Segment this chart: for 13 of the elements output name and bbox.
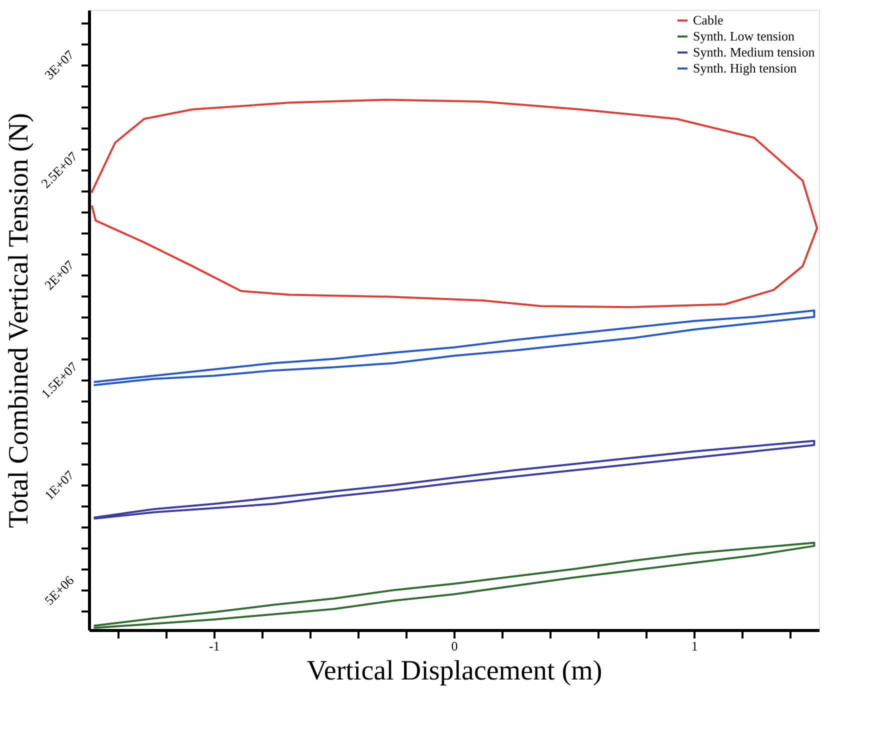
line-series (92, 542, 816, 629)
x-tick-label: -1 (208, 638, 220, 654)
x-axis-title: Vertical Displacement (m) (306, 656, 602, 686)
legend-label: Synth. High tension (693, 60, 798, 76)
legend-label: Synth. Low tension (693, 28, 795, 44)
y-axis-title: Total Combined Vertical Tension (N) (4, 113, 35, 528)
line-series (92, 310, 816, 386)
x-tick-label: 0 (451, 638, 458, 654)
line-series (90, 98, 818, 308)
legend-label: Synth. Medium tension (693, 44, 816, 60)
line-series (92, 440, 816, 520)
x-tick-label: 1 (691, 638, 698, 654)
legend-label: Cable (693, 12, 724, 28)
